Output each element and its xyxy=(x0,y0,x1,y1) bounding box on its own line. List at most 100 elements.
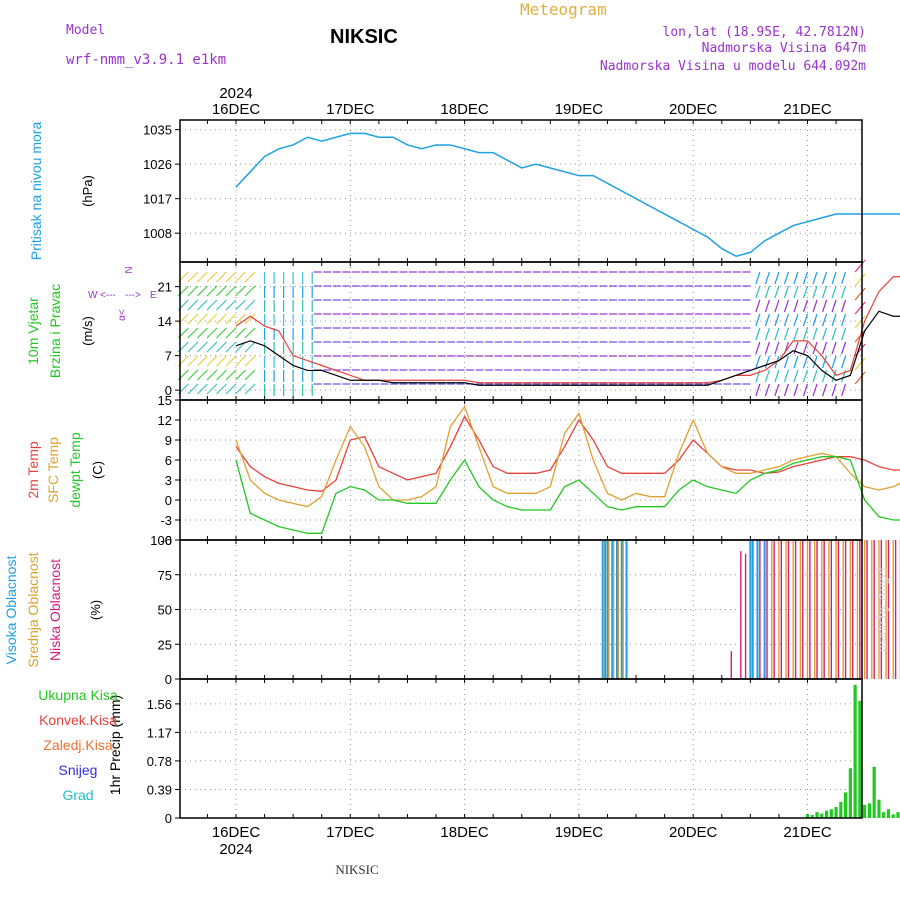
wind-barb xyxy=(774,327,780,341)
wind-barb xyxy=(225,271,237,283)
y-tick-label: -6 xyxy=(160,533,172,548)
precip-bar xyxy=(877,799,881,818)
model-value: wrf-nmm_v3.9.1 e1km xyxy=(66,52,226,68)
wind-barb xyxy=(197,341,208,353)
station-title: NIKSIC xyxy=(330,26,398,48)
wind-barb xyxy=(235,285,246,297)
wind-barb xyxy=(755,313,761,327)
product-title: Meteogram xyxy=(520,0,607,19)
wind-barb xyxy=(187,285,199,297)
wind-barb xyxy=(216,299,227,311)
wind-barb xyxy=(764,271,770,285)
wind-barb xyxy=(206,327,218,339)
wind-barb xyxy=(206,285,218,297)
wind-barb xyxy=(783,383,790,397)
wind-barb xyxy=(812,355,818,369)
wind-barb xyxy=(783,355,790,369)
compass-arrow-left: <--- xyxy=(100,290,116,301)
y-tick-label: 1008 xyxy=(143,226,172,241)
precip-legend-item: Grad xyxy=(62,787,93,803)
y-tick-label: 1.56 xyxy=(147,697,172,712)
panels: 1008101710261035071421-6-303691215025507… xyxy=(143,119,900,826)
y-tick-label: 0 xyxy=(165,493,172,508)
wind-barb xyxy=(225,369,237,381)
wind-barb xyxy=(854,357,866,371)
year-top: 2024 xyxy=(219,85,252,102)
wind-gust-line xyxy=(235,276,900,384)
wind-barb xyxy=(812,299,818,313)
wind-barb xyxy=(802,271,809,285)
y-axis-label: SFC Temp xyxy=(45,437,61,503)
precip-bar xyxy=(853,684,857,818)
panel-pressure: 1008 1017 1026 1035 xyxy=(143,119,900,263)
wind-barb xyxy=(225,285,237,297)
wind-barb xyxy=(783,313,790,327)
wind-barb xyxy=(764,299,770,313)
wind-barb xyxy=(812,383,818,397)
precip-bar xyxy=(872,766,876,818)
precip-bar xyxy=(848,768,852,818)
precip-bar xyxy=(815,812,819,818)
y-axis-label: 10m Vjetar xyxy=(25,297,41,365)
wind-barb xyxy=(802,341,809,355)
wind-barb xyxy=(854,259,866,273)
y-tick-label: -3 xyxy=(160,513,172,528)
wind-barb xyxy=(841,313,847,327)
top-day-label: 21DEC xyxy=(783,101,832,118)
wind-barb xyxy=(854,273,866,287)
compass-n: N xyxy=(122,266,133,273)
wind-barb xyxy=(764,285,770,299)
y-tick-label: 0 xyxy=(165,672,172,687)
wind-barb xyxy=(244,299,256,311)
y-tick-label: 21 xyxy=(158,280,172,295)
panel-temperature: -6 -3 0 3 6 9 12 15 xyxy=(158,393,900,548)
precip-legend-item: Snijeg xyxy=(59,762,98,778)
wind-barb xyxy=(821,299,828,313)
y-tick-label: 1017 xyxy=(143,192,172,207)
y-tick-label: 0.78 xyxy=(147,754,172,769)
bottom-day-label: 20DEC xyxy=(669,824,718,841)
y-axis-label: Brzina i Pravac xyxy=(47,284,63,378)
wind-barb xyxy=(206,383,218,395)
wind-barb xyxy=(235,271,246,283)
wind-barb xyxy=(793,355,799,369)
wind-barb xyxy=(187,299,199,311)
wind-barb xyxy=(755,341,761,355)
compass-e: E xyxy=(150,290,157,301)
bottom-day-label: 18DEC xyxy=(440,824,489,841)
wind-barb xyxy=(187,369,199,381)
bottom-day-label: 21DEC xyxy=(783,824,832,841)
wind-barb xyxy=(187,383,199,395)
wind-barb xyxy=(235,299,246,311)
wind-barb xyxy=(755,383,761,397)
panel-frame xyxy=(179,399,863,541)
precip-legend-item: Zaledj.Kisa xyxy=(43,737,112,753)
wind-barb xyxy=(235,327,246,339)
wind-barb xyxy=(774,299,780,313)
wind-barb xyxy=(225,355,237,367)
wind-barb xyxy=(821,369,828,383)
precip-bar xyxy=(844,792,848,818)
y-tick-label: 14 xyxy=(158,314,172,329)
wind-barb xyxy=(841,285,847,299)
wind-barb xyxy=(841,355,847,369)
bottom-day-labels: 16DEC 17DEC 18DEC 19DEC 20DEC 21DEC xyxy=(212,824,832,841)
wind-barb xyxy=(216,355,227,367)
wind-barb xyxy=(854,371,866,385)
precip-bar xyxy=(839,801,843,818)
elevation-label: Nadmorska Visina 647m xyxy=(702,41,867,56)
wind-barb xyxy=(841,327,847,341)
wind-barb xyxy=(831,327,837,341)
wind-barb xyxy=(793,285,799,299)
wind-barb xyxy=(235,369,246,381)
wind-barb xyxy=(216,383,227,395)
wind-barb xyxy=(812,271,818,285)
y-tick-label: 3 xyxy=(165,473,172,488)
y-tick-label: 50 xyxy=(158,603,172,618)
wind-barb xyxy=(802,313,809,327)
top-day-label: 16DEC xyxy=(212,101,261,118)
bottom-day-label: 17DEC xyxy=(326,824,375,841)
wind-barb xyxy=(831,299,837,313)
model-elevation-label: Nadmorska Visina u modelu 644.092m xyxy=(600,59,866,74)
y-axis-label: Visoka Oblacnost xyxy=(3,556,19,665)
